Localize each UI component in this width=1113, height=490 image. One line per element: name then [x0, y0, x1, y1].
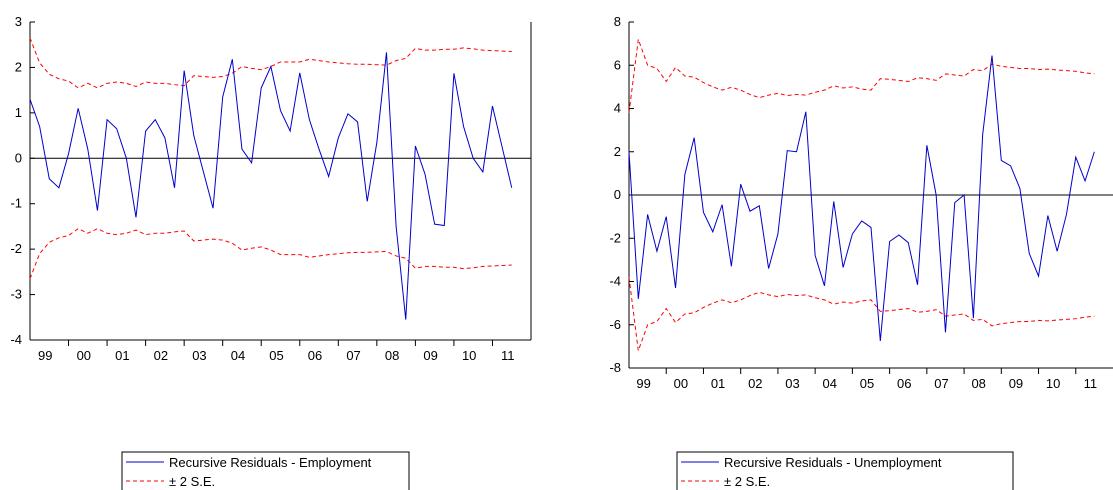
y-tick-label: 4 [614, 101, 621, 116]
x-tick-label: 01 [115, 348, 129, 363]
x-tick-label: 01 [711, 376, 725, 391]
y-tick-label: 0 [15, 150, 22, 165]
y-tick-label: 2 [614, 144, 621, 159]
y-tick-label: 6 [614, 57, 621, 72]
legend-label-residuals: Recursive Residuals - Employment [169, 455, 372, 470]
x-tick-label: 99 [636, 376, 650, 391]
chart-panel-2: 8 6 4 2 0 -2 -4 -6 -8 99 00 01 02 03 04 05 06 07 08 09 10 11 R… [609, 14, 1113, 490]
x-tick-label: 04 [823, 376, 837, 391]
x-tick-label: 03 [192, 348, 206, 363]
y-tick-label: 0 [614, 187, 621, 202]
lower-2se-band-line [29, 228, 512, 279]
legend-label-2se: ± 2 S.E. [724, 474, 770, 489]
y-tick-label: -8 [609, 360, 621, 375]
x-tick-label: 07 [934, 376, 948, 391]
legend: Recursive Residuals - Unemployment ± 2 S.… [676, 451, 1014, 490]
x-tick-label: 10 [462, 348, 476, 363]
legend-label-2se: ± 2 S.E. [169, 474, 215, 489]
x-tick-label: 02 [748, 376, 762, 391]
x-tick-label: 05 [860, 376, 874, 391]
y-tick-label: -1 [10, 196, 22, 211]
legend-box [121, 451, 410, 490]
upper-2se-band-line [29, 37, 512, 89]
y-tick-label: -2 [10, 241, 22, 256]
x-tick-label: 11 [1084, 376, 1098, 391]
x-tick-label: 02 [154, 348, 168, 363]
x-tick-label: 08 [385, 348, 399, 363]
x-tick-label: 06 [308, 348, 322, 363]
upper-2se-band-line [628, 39, 1095, 113]
y-tick-label: -6 [609, 317, 621, 332]
x-tick-label: 07 [346, 348, 360, 363]
y-tick-label: -4 [10, 332, 22, 347]
y-tick-label: -3 [10, 287, 22, 302]
x-tick-label: 99 [38, 348, 52, 363]
legend-box [676, 451, 1014, 490]
y-tick-label: -2 [609, 230, 621, 245]
recursive-residuals-line [628, 55, 1095, 342]
y-tick-label: 8 [614, 14, 621, 29]
x-tick-label: 08 [971, 376, 985, 391]
recursive-residuals-line [29, 52, 513, 320]
x-tick-label: 09 [1009, 376, 1023, 391]
y-tick-label: 2 [15, 59, 22, 74]
x-tick-label: 11 [501, 348, 515, 363]
x-tick-label: 09 [423, 348, 437, 363]
x-tick-label: 06 [897, 376, 911, 391]
y-tick-label: -4 [609, 274, 621, 289]
x-tick-label: 04 [231, 348, 245, 363]
y-tick-label: 1 [15, 105, 22, 120]
x-tick-label: 00 [77, 348, 91, 363]
y-tick-label: 3 [15, 14, 22, 29]
legend: Recursive Residuals - Employment ± 2 S.E. [121, 451, 410, 490]
x-tick-label: 05 [269, 348, 283, 363]
x-tick-label: 00 [674, 376, 688, 391]
lower-2se-band-line [628, 277, 1095, 351]
x-tick-label: 10 [1046, 376, 1060, 391]
x-tick-label: 03 [785, 376, 799, 391]
legend-label-residuals: Recursive Residuals - Unemployment [724, 455, 942, 470]
